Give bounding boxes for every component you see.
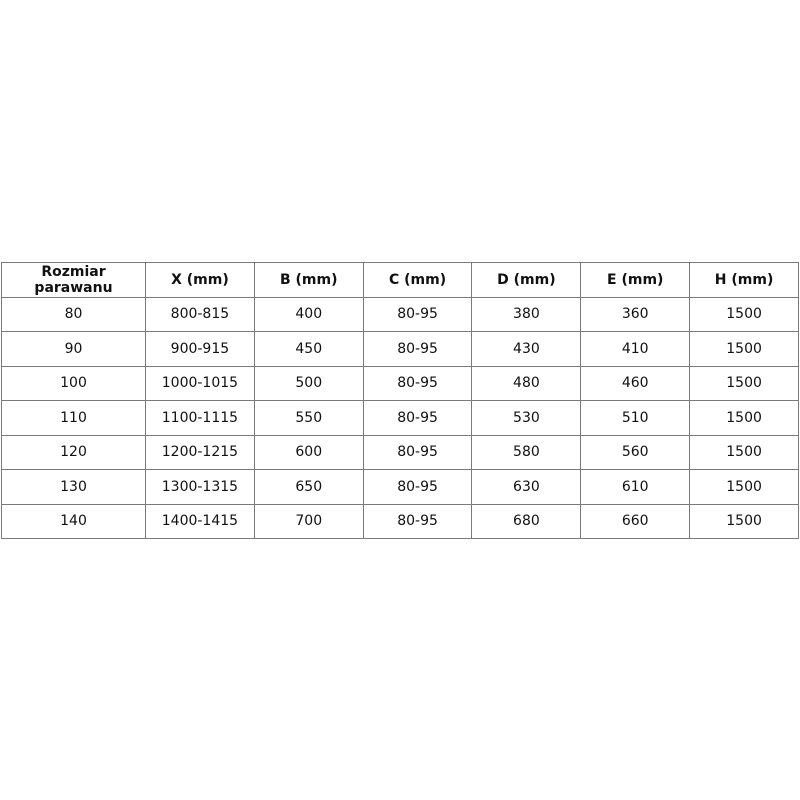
table-cell: 80-95 [362,503,473,539]
table-cell: 1500 [689,400,799,436]
table-cell: 680 [471,503,582,539]
table-cell: 1500 [689,469,799,505]
table-cell: 560 [580,434,691,470]
table-cell: 120 [1,434,146,470]
column-header: Rozmiar parawanu [1,262,146,298]
table-row: 80 800-815 400 80-95 380 360 1500 [1,296,799,332]
table-cell: 900-915 [145,331,255,367]
table-cell: 700 [253,503,364,539]
table-cell: 400 [253,296,364,332]
table-cell: 460 [580,365,691,401]
table-cell: 580 [471,434,582,470]
table-cell: 380 [471,296,582,332]
table-cell: 650 [253,469,364,505]
table-cell: 530 [471,400,582,436]
table-row: 90 900-915 450 80-95 430 410 1500 [1,331,799,367]
table-cell: 110 [1,400,146,436]
table-cell: 1100-1115 [145,400,255,436]
table-cell: 1300-1315 [145,469,255,505]
table-cell: 1500 [689,503,799,539]
table-cell: 80-95 [362,469,473,505]
table-cell: 1400-1415 [145,503,255,539]
column-header: C (mm) [362,262,473,298]
table-cell: 360 [580,296,691,332]
table-cell: 600 [253,434,364,470]
table-cell: 1500 [689,296,799,332]
table-cell: 510 [580,400,691,436]
table-cell: 100 [1,365,146,401]
table-cell: 480 [471,365,582,401]
table-cell: 80-95 [362,365,473,401]
table-cell: 1500 [689,434,799,470]
table-cell: 1500 [689,331,799,367]
dimensions-table: Rozmiar parawanu X (mm) B (mm) C (mm) D (mm)… [1,262,799,539]
column-header: D (mm) [471,262,582,298]
table-row: 110 1100-1115 550 80-95 530 510 1500 [1,400,799,436]
table-cell: 430 [471,331,582,367]
table-cell: 1200-1215 [145,434,255,470]
table-cell: 90 [1,331,146,367]
header-row: Rozmiar parawanu X (mm) B (mm) C (mm) D (mm)… [1,262,799,298]
column-header: E (mm) [580,262,691,298]
table-cell: 800-815 [145,296,255,332]
table-row: 100 1000-1015 500 80-95 480 460 1500 [1,365,799,401]
table-row: 130 1300-1315 650 80-95 630 610 1500 [1,469,799,505]
table-cell: 80-95 [362,296,473,332]
table-cell: 1000-1015 [145,365,255,401]
table-row: 120 1200-1215 600 80-95 580 560 1500 [1,434,799,470]
table-cell: 130 [1,469,146,505]
column-header: B (mm) [253,262,364,298]
column-header: H (mm) [689,262,799,298]
table-cell: 550 [253,400,364,436]
column-header: X (mm) [145,262,255,298]
table-cell: 660 [580,503,691,539]
table-cell: 410 [580,331,691,367]
table-cell: 500 [253,365,364,401]
table-cell: 450 [253,331,364,367]
table-row: 140 1400-1415 700 80-95 680 660 1500 [1,503,799,539]
table-cell: 80-95 [362,331,473,367]
table-cell: 140 [1,503,146,539]
table-cell: 80-95 [362,434,473,470]
table-cell: 610 [580,469,691,505]
table-cell: 1500 [689,365,799,401]
table-cell: 80-95 [362,400,473,436]
table-cell: 80 [1,296,146,332]
table-cell: 630 [471,469,582,505]
